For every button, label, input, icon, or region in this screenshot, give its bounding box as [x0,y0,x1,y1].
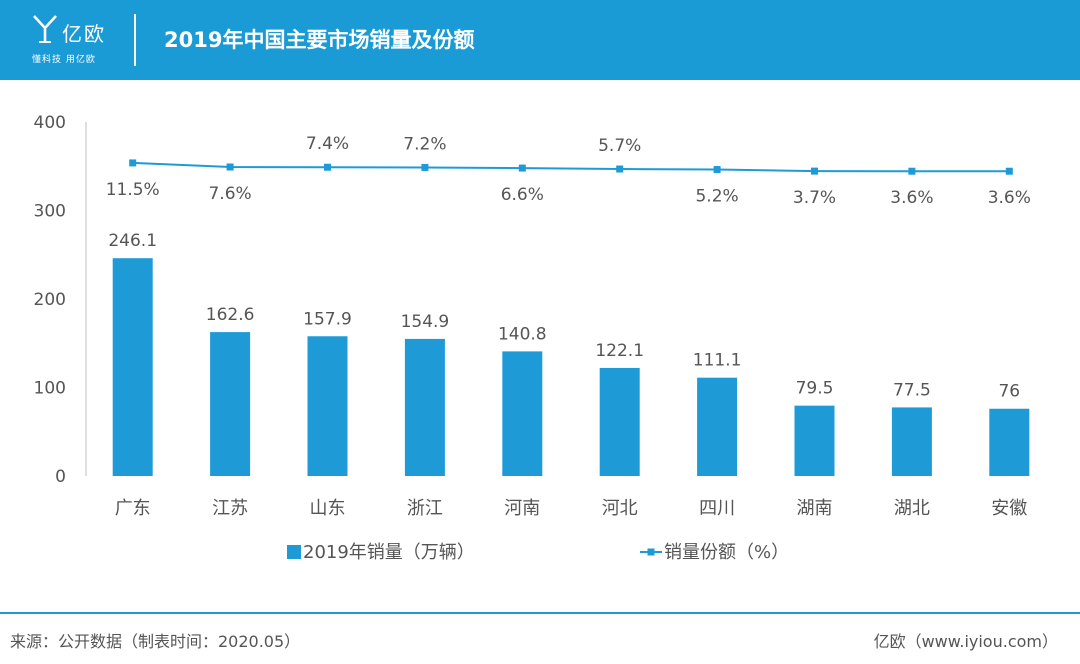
y-tick-label: 200 [34,290,66,310]
x-tick-label: 四川 [699,498,735,519]
bar-data-labels: 246.1 162.6 157.9 154.9 140.8 122.1 111.1 79.5 7… [108,231,1020,402]
x-tick-label: 广东 [115,498,151,519]
x-tick-label: 山东 [310,498,346,519]
bar [210,332,251,476]
bar-value-label: 162.6 [206,305,255,325]
legend-line-marker [647,548,655,556]
logo-name: 亿欧 [62,22,106,46]
bar-value-label: 122.1 [595,341,644,361]
line-series [129,159,1013,175]
share-value-label: 11.5% [106,180,160,200]
x-tick-label: 浙江 [407,498,443,519]
y-tick-label: 100 [34,379,66,399]
footer-divider [0,612,1080,614]
bar [307,336,348,476]
share-point [713,166,721,174]
x-tick-label: 河北 [602,498,638,519]
x-tick-label: 湖北 [894,498,930,519]
line-data-labels: 11.5% 7.6% 7.4% 7.2% 6.6% 5.7% 5.2% 3.7% 3.6% 3.6… [106,134,1031,208]
footer-source: 来源：公开数据（制表时间：2020.05） [10,632,301,651]
chart-title: 2019年中国主要市场销量及份额 [164,28,475,52]
brand-logo[interactable]: 亿欧 懂科技 用亿欧 [28,12,128,68]
y-tick-label: 300 [34,202,66,222]
bar-value-label: 154.9 [401,312,450,332]
footer-brand[interactable]: 亿欧（www.iyiou.com） [873,632,1058,651]
x-tick-label: 湖南 [797,498,833,519]
bar [891,407,932,476]
share-point [129,159,137,167]
share-point [226,163,234,171]
bar-value-label: 140.8 [498,324,547,344]
share-value-label: 6.6% [501,185,544,205]
share-value-label: 7.6% [208,184,251,204]
x-tick-label: 河南 [504,498,540,519]
bar [697,377,738,476]
x-tick-label: 江苏 [212,498,248,519]
share-point [811,167,818,175]
logo-mark-icon [33,15,57,43]
bar-value-label: 246.1 [108,231,157,251]
logo-slogan: 懂科技 用亿欧 [32,55,96,65]
x-axis-labels: 广东 江苏 山东 浙江 河南 河北 四川 湖南 湖北 安徽 [115,498,1028,519]
header-banner: 亿欧 懂科技 用亿欧 2019年中国主要市场销量及份额 [0,0,1080,80]
legend-bar-label: 2019年销量（万辆） [303,542,475,563]
bar-value-label: 79.5 [796,379,834,399]
header-divider [134,14,136,66]
bar [404,338,445,476]
bar [502,351,543,476]
share-point [616,165,624,173]
share-point [421,163,429,171]
x-tick-label: 安徽 [991,498,1027,519]
share-value-label: 3.7% [793,188,836,208]
share-line [132,161,1010,173]
bar-value-label: 157.9 [303,309,352,329]
share-point [1005,167,1013,175]
share-value-label: 7.4% [306,134,349,154]
share-value-label: 3.6% [890,188,933,208]
share-value-label: 5.7% [598,136,641,156]
bar-value-label: 76 [998,382,1020,402]
y-tick-label: 400 [34,113,66,133]
bar-series [112,258,1030,476]
bar-value-label: 111.1 [693,351,742,371]
share-value-label: 5.2% [695,187,738,207]
share-value-label: 7.2% [403,134,446,154]
legend-bar-swatch [287,545,301,559]
share-point [518,164,526,172]
share-value-label: 3.6% [988,188,1031,208]
y-axis: 0 100 200 300 400 [34,113,87,487]
share-point [324,163,331,171]
bar [112,258,153,476]
legend: 2019年销量（万辆） 销量份额（%） [287,542,789,563]
bar [989,408,1030,476]
legend-line-label: 销量份额（%） [664,542,789,563]
bar [599,367,640,476]
y-tick-label: 0 [55,467,66,487]
share-point [908,167,916,175]
chart-area: 0 100 200 300 400 246.1 162.6 157.9 154.9 140.8 1… [34,113,1031,563]
bar-value-label: 77.5 [893,380,931,400]
bar [794,405,835,476]
